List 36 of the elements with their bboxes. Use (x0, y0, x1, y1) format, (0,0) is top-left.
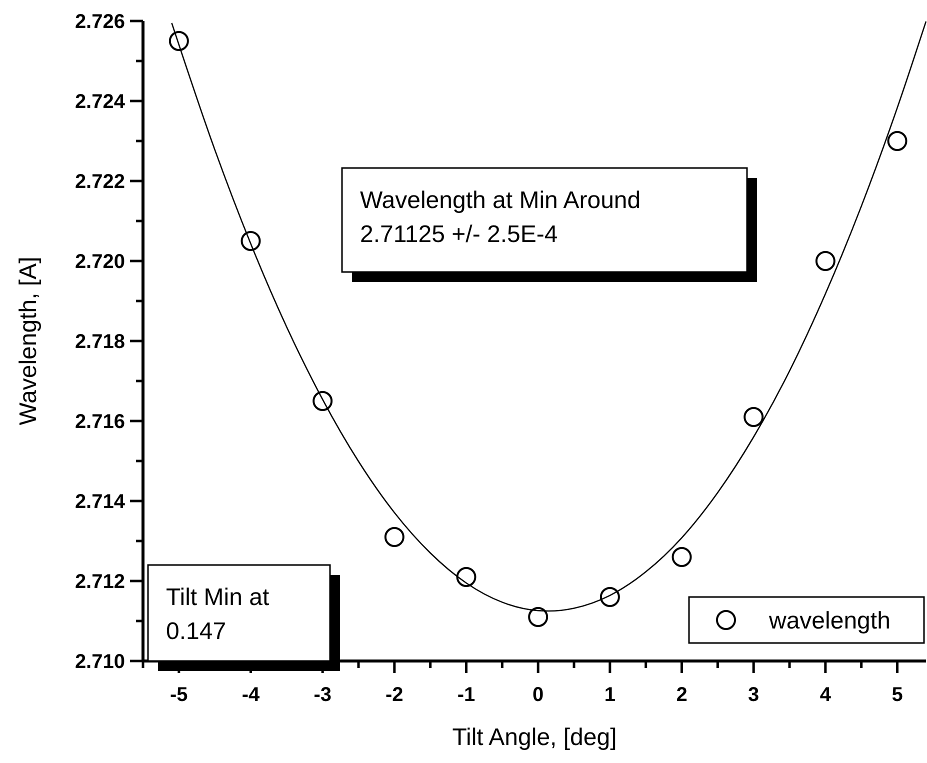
point (168, 31, 189, 51)
annotation: Wavelength at Min Around 2.71125 +/- 2.5E-4 (360, 187, 641, 248)
x-tick-label: -2 (386, 684, 404, 706)
x-tick-label: 4 (820, 684, 832, 706)
point (384, 527, 404, 547)
point (240, 231, 261, 251)
legend-label: wavelength (768, 607, 890, 634)
point (744, 407, 764, 427)
x-tick-label: 1 (604, 684, 616, 706)
y-tick-label: 2.722 (74, 171, 125, 193)
y-tick-label: 2.726 (74, 11, 125, 33)
point (672, 547, 692, 567)
x-tick-label: -5 (170, 684, 188, 706)
y-tick-label: 2.720 (74, 251, 125, 273)
x-tick-label: 0 (532, 684, 544, 706)
x-tick-label: 3 (748, 684, 760, 706)
point (815, 251, 836, 271)
x-tick-label: -3 (314, 684, 332, 706)
y-tick-label: 2.714 (74, 491, 126, 513)
x-tick-label: 2 (676, 684, 688, 706)
x-axis-title: Tilt Angle, [deg] (452, 724, 617, 751)
y-axis-title: Wavelength, [A] (15, 256, 42, 426)
y-tick-label: 2.716 (74, 411, 125, 433)
point (312, 391, 333, 411)
x-tick-label: -1 (457, 684, 476, 706)
y-tick-label: 2.712 (74, 571, 125, 593)
point (456, 567, 476, 587)
y-tick-label: 2.710 (74, 651, 125, 673)
x-tick-label: 5 (892, 684, 903, 706)
annotation: Tilt Min at 0.147 (166, 584, 270, 645)
point (528, 607, 548, 627)
y-tick-label: 2.718 (74, 331, 125, 353)
point (600, 587, 620, 607)
x-tick-label: -4 (242, 684, 261, 706)
y-tick-label: 2.724 (74, 91, 126, 113)
point (887, 131, 908, 151)
